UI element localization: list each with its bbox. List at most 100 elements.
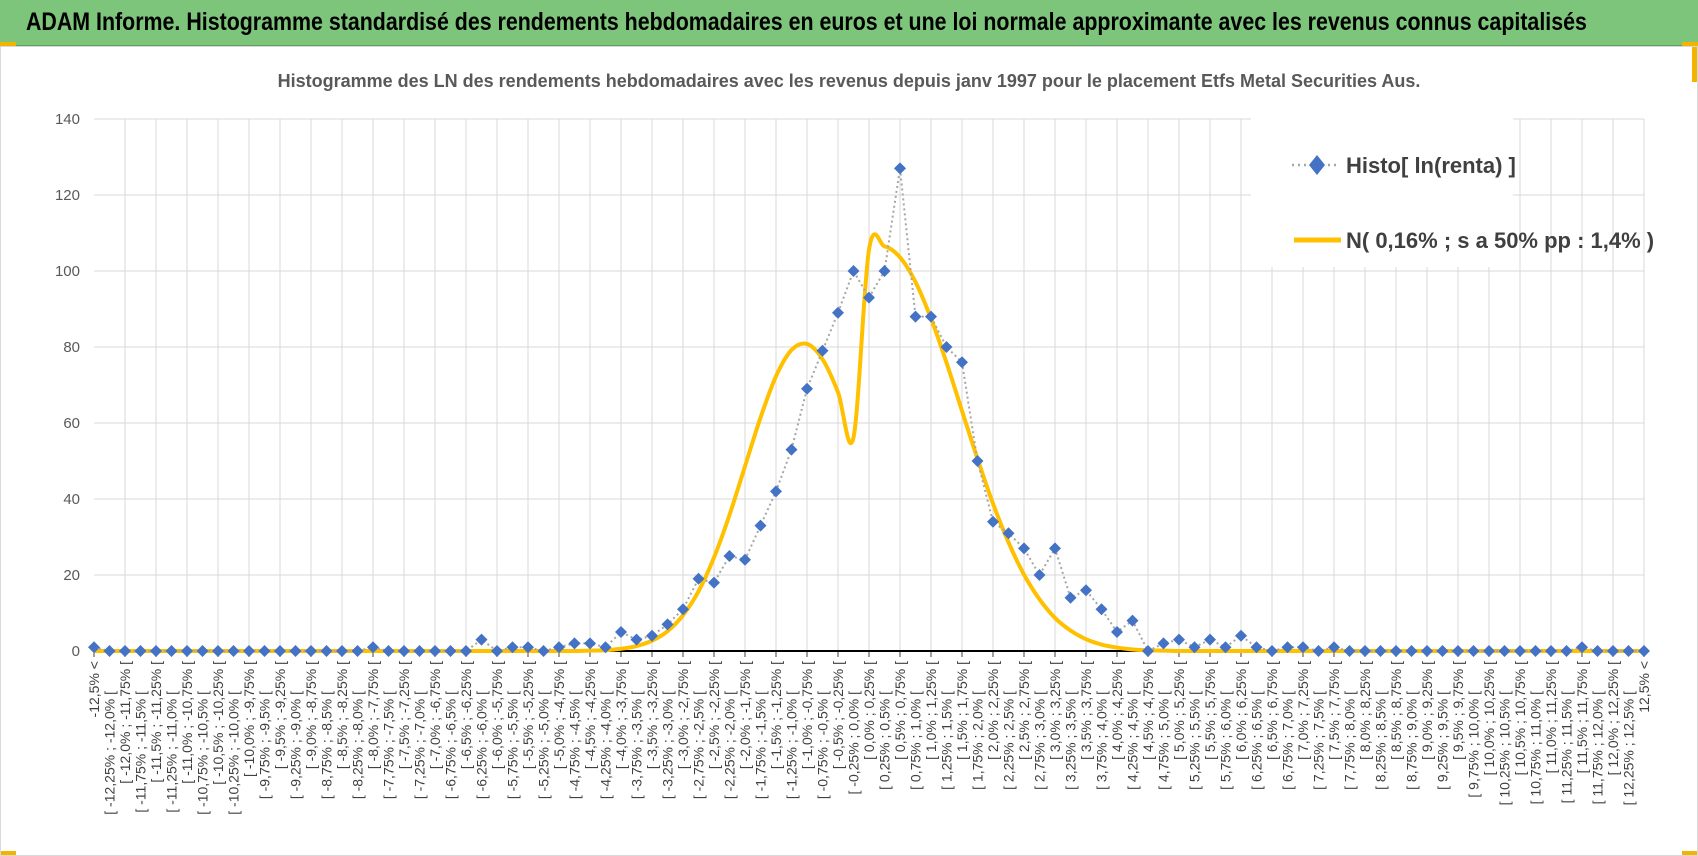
data-point (165, 645, 178, 657)
x-tick-label: [ 6,0% ; 6,25% [ (1233, 661, 1249, 760)
data-point (1560, 645, 1573, 657)
data-point (413, 645, 426, 657)
data-point (599, 641, 612, 654)
x-tick-label: [ -9,75% ; -9,5% [ (257, 691, 273, 799)
x-tick-label: [ 2,5% ; 2,75% [ (1016, 661, 1032, 760)
data-point (785, 443, 798, 456)
data-point (1436, 645, 1449, 657)
data-point (956, 356, 968, 369)
x-tick-label: [ 5,5% ; 5,75% [ (1202, 661, 1218, 760)
corner-accent-left (0, 42, 16, 47)
y-tick-label: 60 (63, 415, 80, 432)
data-point (1514, 645, 1526, 657)
legend: Histo[ ln(renta) ] N( 0,16% ; s a 50% pp… (1251, 117, 1654, 267)
data-point (537, 645, 550, 657)
data-point (1359, 645, 1371, 657)
x-tick-label: [ 0,5% ; 0,75% [ (892, 661, 908, 760)
y-tick-label: 80 (63, 339, 80, 356)
data-point (1343, 645, 1356, 657)
corner-accent-right (1682, 42, 1698, 47)
x-tick-label: [ -6,25% ; -6,0% [ (474, 691, 490, 799)
x-tick-label: [ -4,0% ; -3,75% [ (613, 661, 629, 769)
x-tick-label: [ -3,75% ; -3,5% [ (629, 691, 645, 799)
data-point (1529, 645, 1542, 657)
x-tick-label: [ -6,5% ; -6,25% [ (458, 661, 474, 769)
data-point (801, 382, 813, 395)
x-tick-label: [ 9,25% ; 9,5% [ (1435, 691, 1451, 790)
corner-accent-bottom-right (1682, 851, 1698, 856)
data-point (289, 645, 302, 657)
data-point (568, 637, 581, 650)
x-tick-label: [ -2,5% ; -2,25% [ (706, 661, 722, 769)
x-tick-label: [ -5,75% ; -5,5% [ (505, 691, 521, 799)
x-tick-label: [ 12,25% ; 12,5% [ (1621, 691, 1637, 806)
x-tick-label: [ 6,5% ; 6,75% [ (1264, 661, 1280, 760)
x-tick-label: [ 7,5% ; 7,75% [ (1326, 661, 1342, 760)
data-point (103, 645, 116, 657)
data-point (1204, 633, 1216, 646)
x-tick-label: [ 8,5% ; 8,75% [ (1388, 661, 1404, 760)
data-point (460, 645, 472, 657)
data-point (754, 519, 767, 532)
x-tick-label: [ 3,0% ; 3,25% [ (1047, 661, 1063, 760)
x-tick-label: [ 2,25% ; 2,5% [ (1001, 691, 1017, 790)
data-point (1173, 633, 1185, 646)
axes: 0 20 40 60 80 100 120 140 -12,5% <[ -12,25% ; -1… (55, 111, 1652, 815)
y-tick-label: 40 (63, 491, 80, 508)
data-point (181, 645, 193, 657)
x-tick-label: [ -11,0% ; -10,75% [ (179, 661, 195, 784)
y-tick-label: 100 (55, 263, 80, 280)
y-tick-label: 120 (55, 187, 80, 204)
x-tick-label: [ 11,0% ; 11,25% [ (1543, 661, 1559, 773)
data-point (1095, 603, 1108, 616)
data-point (258, 645, 271, 657)
x-tick-label: [ -7,0% ; -6,75% [ (427, 661, 443, 769)
data-point (429, 645, 441, 657)
series (88, 162, 1650, 657)
x-tick-label: -12,5% < (86, 661, 102, 717)
data-point (1049, 542, 1061, 555)
data-point (1576, 641, 1588, 654)
x-tick-label: [ -12,25% ; -12,0% [ (102, 691, 118, 815)
data-point (398, 645, 410, 657)
x-tick-label: [ 0,75% ; 1,0% [ (908, 691, 924, 790)
data-point (615, 626, 627, 638)
x-tick-label: [ -4,25% ; -4,0% [ (598, 691, 614, 799)
chart-title: Histogramme des LN des rendements hebdom… (278, 71, 1421, 91)
data-point (382, 645, 395, 657)
x-tick-label: [ -4,5% ; -4,25% [ (582, 661, 598, 769)
x-tick-label: [ -6,75% ; -6,5% [ (443, 691, 459, 799)
x-tick-label: [ 1,0% ; 1,25% [ (923, 661, 939, 760)
histogram-chart: Histogramme des LN des rendements hebdom… (55, 71, 1654, 815)
x-tick-label: [ -5,25% ; -5,0% [ (536, 691, 552, 799)
data-point (1250, 641, 1263, 654)
data-point (88, 641, 100, 654)
x-tick-label: [ 7,75% ; 8,0% [ (1342, 691, 1358, 790)
x-tick-label: [ -8,25% ; -8,0% [ (350, 691, 366, 799)
x-tick-label: [ -0,5% ; -0,25% [ (830, 661, 846, 769)
data-point (677, 603, 689, 616)
data-point (1281, 641, 1294, 654)
x-tick-label: [ -12,0% ; -11,75% [ (117, 661, 133, 784)
data-point (491, 645, 503, 657)
y-tick-label: 20 (63, 567, 80, 584)
data-point (320, 645, 333, 657)
data-point (646, 629, 658, 642)
data-point (351, 645, 364, 657)
data-point (212, 645, 224, 657)
data-point (925, 310, 937, 323)
x-tick-label: [ 10,75% ; 11,0% [ (1528, 691, 1544, 804)
data-point (878, 265, 891, 277)
data-point (1080, 584, 1092, 597)
data-point (661, 618, 674, 631)
x-tick-label: [ 2,0% ; 2,25% [ (985, 661, 1001, 760)
data-point (1591, 645, 1604, 657)
x-tick-label: [ -7,5% ; -7,25% [ (396, 661, 412, 769)
x-tick-label: [ 5,75% ; 6,0% [ (1218, 691, 1234, 790)
data-point (1312, 645, 1325, 657)
x-tick-label: [ 11,25% ; 11,5% [ (1559, 691, 1575, 803)
data-point (1498, 645, 1511, 657)
x-tick-label: [ 8,0% ; 8,25% [ (1357, 661, 1373, 760)
x-tick-label: [ -10,0% ; -9,75% [ (241, 661, 257, 777)
x-tick-label: [ -8,75% ; -8,5% [ (319, 691, 335, 799)
